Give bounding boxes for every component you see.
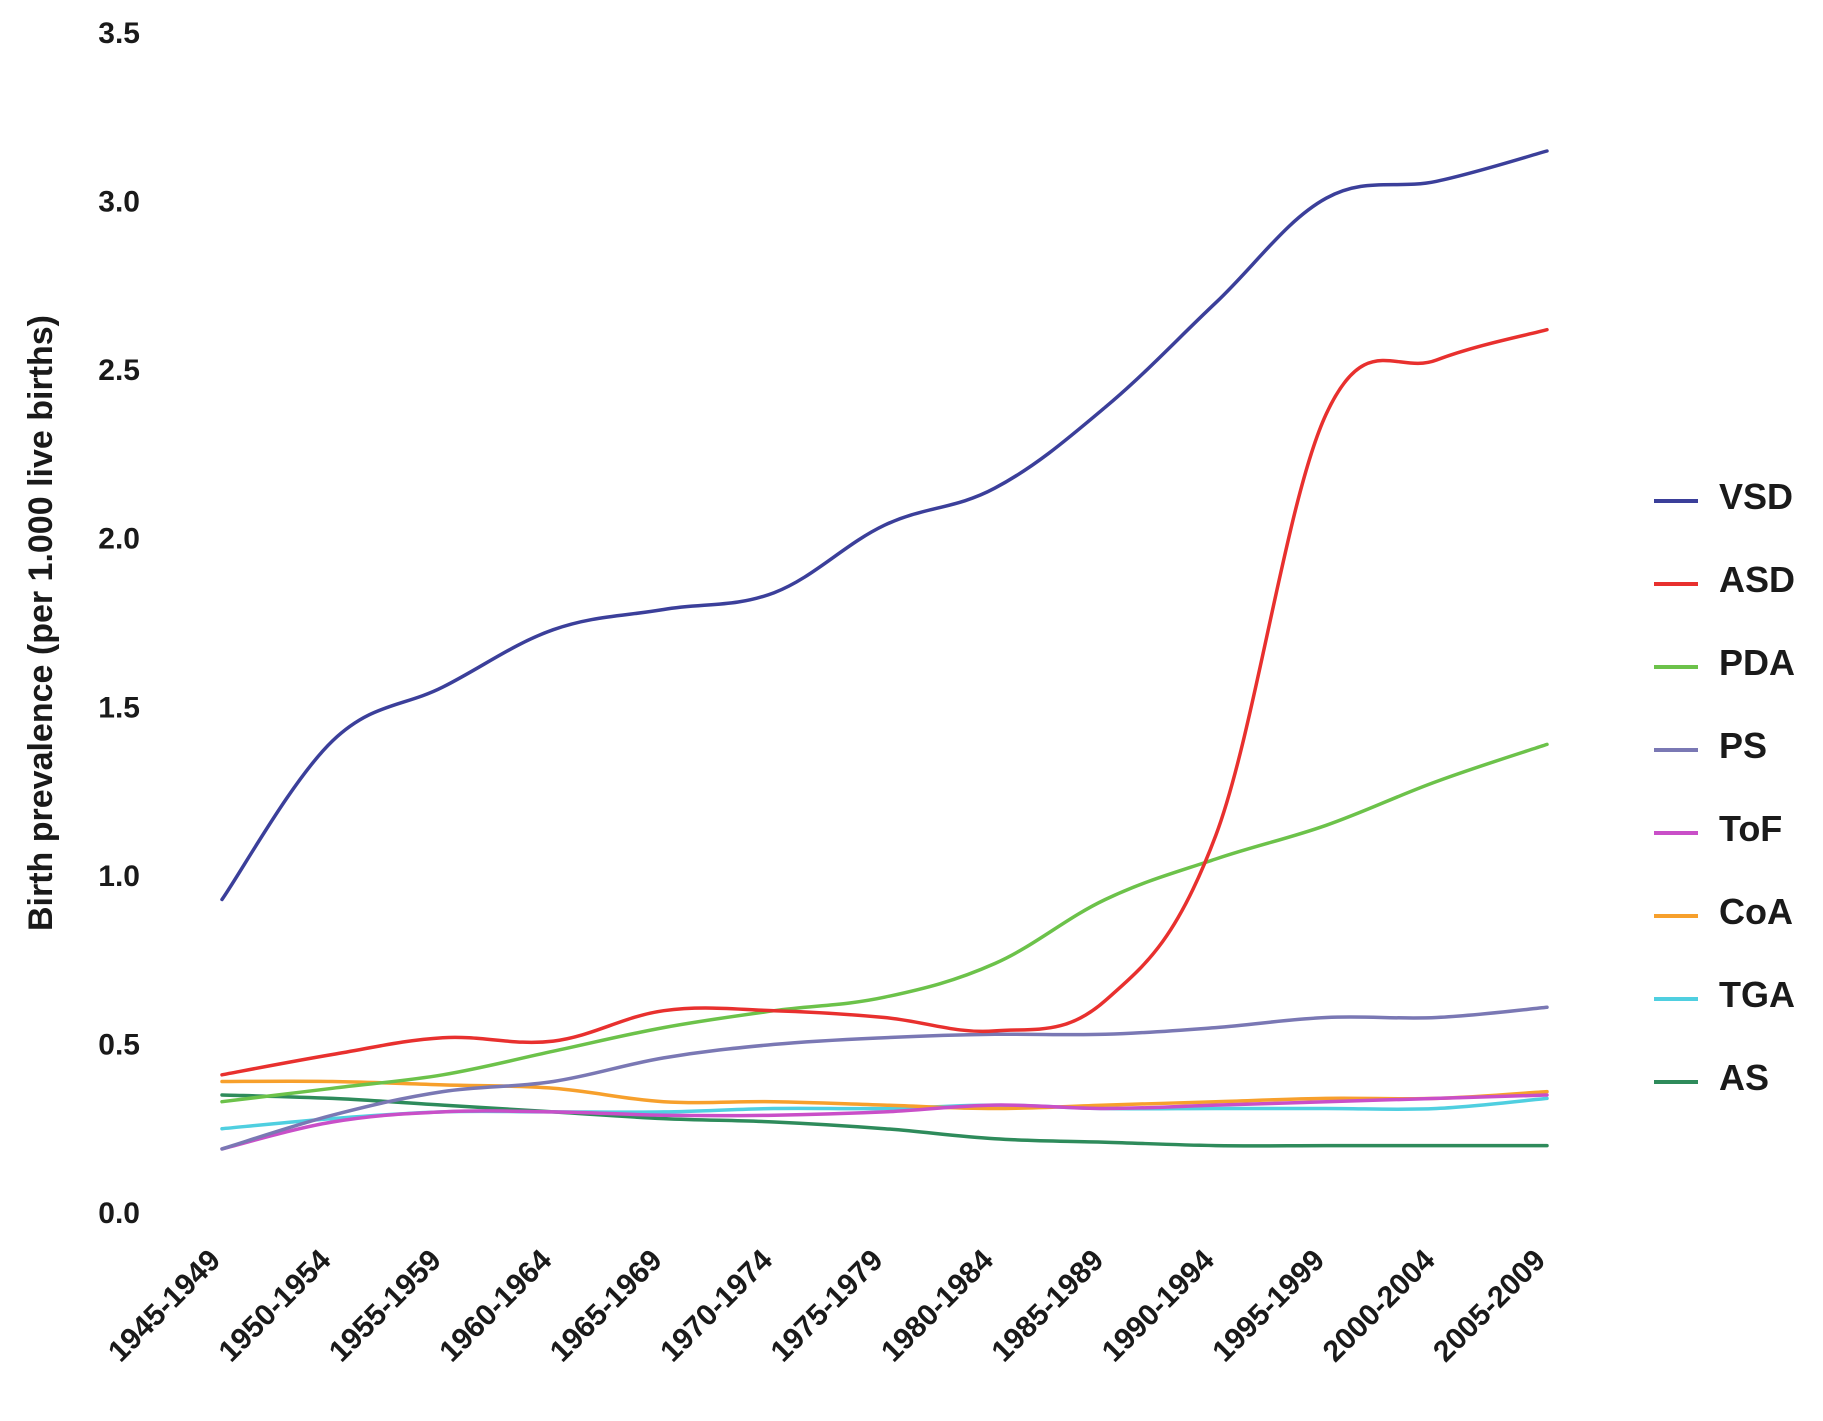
x-tick-label: 1965-1969 — [544, 1244, 669, 1369]
x-tick-label: 2000-2004 — [1317, 1243, 1442, 1368]
x-tick-label: 1985-1989 — [986, 1244, 1111, 1369]
y-tick-label: 2.0 — [98, 523, 140, 556]
x-tick-label: 1975-1979 — [765, 1244, 890, 1369]
y-axis-title: Birth prevalence (per 1.000 live births) — [22, 315, 60, 931]
x-axis-ticks: 1945-19491950-19541955-19591960-19641965… — [102, 1243, 1552, 1368]
x-tick-label: 1950-1954 — [213, 1243, 338, 1368]
x-tick-label: 1995-1999 — [1206, 1244, 1331, 1369]
x-tick-label: 1990-1994 — [1096, 1243, 1221, 1368]
y-axis-ticks: 0.0 0.5 1.0 1.5 2.0 2.5 3.0 3.5 — [98, 17, 140, 1230]
legend-label-as: AS — [1719, 1057, 1769, 1098]
y-tick-label: 0.5 — [98, 1028, 140, 1061]
y-tick-label: 1.0 — [98, 860, 140, 893]
legend-label-tof: ToF — [1719, 808, 1782, 849]
legend-label-vsd: VSD — [1719, 476, 1793, 517]
series-line-ps — [220, 1005, 1549, 1151]
legend-label-pda: PDA — [1719, 642, 1795, 683]
x-tick-label: 1960-1964 — [433, 1243, 558, 1368]
legend-label-ps: PS — [1719, 725, 1767, 766]
series-line-tof — [220, 1093, 1549, 1151]
legend-label-asd: ASD — [1719, 559, 1795, 600]
series-line-vsd — [220, 149, 1549, 902]
y-tick-label: 3.5 — [98, 17, 140, 50]
series-line-coa — [220, 1079, 1549, 1111]
x-tick-label: 1980-1984 — [875, 1243, 1000, 1368]
y-tick-label: 3.0 — [98, 186, 140, 219]
x-tick-label: 1970-1974 — [654, 1243, 779, 1368]
y-tick-label: 2.5 — [98, 354, 140, 387]
series-line-pda — [220, 742, 1549, 1104]
y-tick-label: 1.5 — [98, 691, 140, 724]
x-tick-label: 2005-2009 — [1427, 1244, 1552, 1369]
series-lines — [220, 149, 1549, 1151]
legend: VSD ASD PDA PS ToF CoA TGA AS — [1654, 476, 1795, 1098]
x-tick-label: 1945-1949 — [102, 1244, 227, 1369]
x-tick-label: 1955-1959 — [323, 1244, 448, 1369]
legend-label-coa: CoA — [1719, 891, 1793, 932]
y-axis-title-group: Birth prevalence (per 1.000 live births) — [22, 315, 60, 931]
y-tick-label: 0.0 — [98, 1197, 140, 1230]
series-line-as — [220, 1093, 1549, 1148]
series-line-asd — [220, 327, 1549, 1077]
legend-label-tga: TGA — [1719, 974, 1795, 1015]
